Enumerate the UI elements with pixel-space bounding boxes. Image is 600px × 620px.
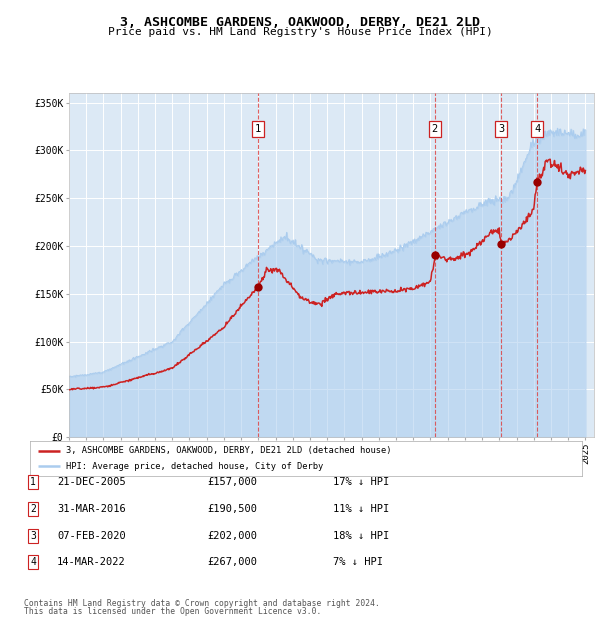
Text: 17% ↓ HPI: 17% ↓ HPI: [333, 477, 389, 487]
Text: 2: 2: [431, 124, 438, 134]
Text: £157,000: £157,000: [207, 477, 257, 487]
Text: 3, ASHCOMBE GARDENS, OAKWOOD, DERBY, DE21 2LD: 3, ASHCOMBE GARDENS, OAKWOOD, DERBY, DE2…: [120, 16, 480, 29]
Text: 4: 4: [534, 124, 541, 134]
Text: 3: 3: [498, 124, 504, 134]
Text: 18% ↓ HPI: 18% ↓ HPI: [333, 531, 389, 541]
Text: £190,500: £190,500: [207, 504, 257, 514]
Text: 1: 1: [255, 124, 261, 134]
Text: 07-FEB-2020: 07-FEB-2020: [57, 531, 126, 541]
Text: 2: 2: [30, 504, 36, 514]
Text: 21-DEC-2005: 21-DEC-2005: [57, 477, 126, 487]
Text: Price paid vs. HM Land Registry's House Price Index (HPI): Price paid vs. HM Land Registry's House …: [107, 27, 493, 37]
Text: 3: 3: [30, 531, 36, 541]
Text: 31-MAR-2016: 31-MAR-2016: [57, 504, 126, 514]
Text: 4: 4: [30, 557, 36, 567]
Text: £267,000: £267,000: [207, 557, 257, 567]
Text: 14-MAR-2022: 14-MAR-2022: [57, 557, 126, 567]
Text: 1: 1: [30, 477, 36, 487]
Text: Contains HM Land Registry data © Crown copyright and database right 2024.: Contains HM Land Registry data © Crown c…: [24, 598, 380, 608]
Text: This data is licensed under the Open Government Licence v3.0.: This data is licensed under the Open Gov…: [24, 607, 322, 616]
Text: £202,000: £202,000: [207, 531, 257, 541]
Text: 3, ASHCOMBE GARDENS, OAKWOOD, DERBY, DE21 2LD (detached house): 3, ASHCOMBE GARDENS, OAKWOOD, DERBY, DE2…: [66, 446, 391, 455]
Text: 11% ↓ HPI: 11% ↓ HPI: [333, 504, 389, 514]
Text: 7% ↓ HPI: 7% ↓ HPI: [333, 557, 383, 567]
Text: HPI: Average price, detached house, City of Derby: HPI: Average price, detached house, City…: [66, 462, 323, 471]
